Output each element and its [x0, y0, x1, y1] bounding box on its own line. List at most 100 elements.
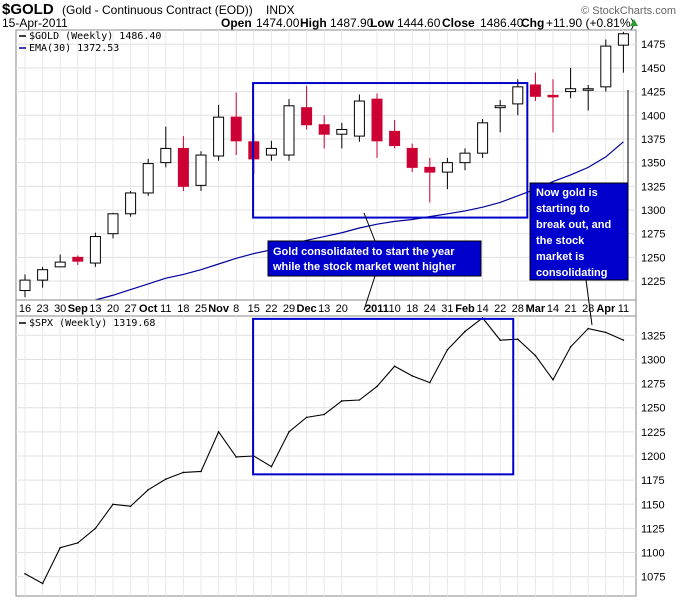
- candle-body: [72, 256, 84, 262]
- spx-point: [24, 572, 26, 575]
- annotation-pointer-gold: [363, 212, 376, 242]
- high-label: High: [300, 16, 327, 30]
- candle-body: [89, 236, 101, 264]
- candle-body: [459, 152, 471, 164]
- candle-body: [125, 192, 137, 215]
- spx-point: [235, 456, 237, 458]
- candle: [318, 115, 330, 149]
- spx-ytick-label: 1275: [641, 379, 665, 391]
- candle: [107, 212, 119, 239]
- annotation-breakout-line5: market is: [536, 251, 584, 263]
- x-tick-label: 24: [424, 303, 436, 315]
- spx-point: [605, 331, 607, 334]
- candle: [89, 232, 101, 267]
- candle-body: [512, 86, 524, 105]
- annotation-consolidation-line1: Gold consolidated to start the year: [273, 246, 455, 258]
- gold-ytick-label: 1475: [641, 39, 665, 51]
- annotation-pointer-spx: [363, 275, 376, 311]
- spx-ytick-label: 1175: [641, 475, 665, 487]
- annotation-box-breakout: [529, 182, 629, 281]
- x-tick-label: 8: [233, 303, 239, 315]
- annotation-breakout-line2: starting to: [536, 203, 590, 215]
- gold-ytick-label: 1300: [641, 205, 665, 217]
- spx-point: [429, 381, 431, 384]
- x-tick-label: 30: [54, 303, 66, 315]
- gold-ytick-label: 1350: [641, 158, 665, 170]
- gold-ytick-label: 1325: [641, 181, 665, 193]
- x-tick-label: Mar: [526, 303, 546, 315]
- low-label: Low: [370, 16, 395, 30]
- candle: [494, 100, 506, 133]
- candle: [160, 126, 172, 168]
- candle: [19, 274, 31, 298]
- open-value: 1474.00: [256, 16, 300, 30]
- x-tick-label: 22: [494, 303, 506, 315]
- candle: [142, 158, 154, 196]
- x-tick-label: 23: [36, 303, 48, 315]
- candle: [195, 151, 207, 192]
- x-tick-label: 21: [564, 303, 576, 315]
- x-tick-label: Oct: [139, 303, 158, 315]
- candle-body: [424, 166, 436, 173]
- candle: [600, 39, 612, 92]
- spx-point: [552, 378, 554, 381]
- x-tick-label: 16: [19, 303, 31, 315]
- gold-consolidation-box: [252, 82, 529, 219]
- x-tick-label: 31: [441, 303, 453, 315]
- spx-rally-box: [252, 317, 515, 476]
- x-tick-label: 20: [107, 303, 119, 315]
- gold-ytick-label: 1225: [641, 276, 665, 288]
- candle: [441, 157, 453, 190]
- spx-point: [446, 348, 449, 351]
- gold-ytick-label: 1425: [641, 87, 665, 99]
- close-value: 1486.40: [480, 16, 524, 30]
- spx-point: [200, 470, 202, 473]
- candle-body: [142, 163, 154, 194]
- candle-body: [318, 124, 330, 135]
- chg-label: Chg: [521, 16, 544, 30]
- candle-body: [195, 154, 207, 186]
- spx-ytick-label: 1250: [641, 403, 665, 415]
- x-tick-label: 13: [318, 303, 330, 315]
- candle-body: [617, 33, 629, 46]
- spx-point: [376, 385, 378, 388]
- spx-ytick-label: 1100: [641, 548, 665, 560]
- candle: [406, 143, 418, 173]
- candle: [283, 99, 295, 161]
- spx-ytick-label: 1075: [641, 572, 665, 584]
- x-tick-label: Sep: [68, 303, 88, 315]
- candle: [353, 94, 365, 142]
- x-tick-label: Feb: [455, 303, 475, 315]
- candle-body: [213, 116, 225, 157]
- candle: [565, 67, 577, 99]
- up-arrow-icon: [630, 19, 638, 26]
- candle: [424, 157, 436, 203]
- spx-point: [129, 505, 132, 508]
- candle: [512, 79, 524, 116]
- candle-body: [19, 279, 31, 292]
- spx-point: [464, 330, 466, 333]
- candle: [477, 119, 489, 158]
- spx-point: [534, 354, 537, 357]
- x-tick-label: 27: [124, 303, 136, 315]
- spx-point: [147, 488, 149, 491]
- chart-date: 15-Apr-2011: [2, 16, 68, 30]
- spx-point: [59, 546, 61, 549]
- candle-body: [177, 147, 189, 187]
- candle: [389, 120, 401, 149]
- gold-ytick-label: 1450: [641, 63, 665, 75]
- annotation-breakout-line3: break out, and: [536, 219, 611, 231]
- high-value: 1487.90: [330, 16, 374, 30]
- spx-point: [622, 339, 625, 341]
- spx-point: [341, 400, 343, 402]
- candle-body: [600, 45, 612, 88]
- x-tick-label: 22: [265, 303, 277, 315]
- candle: [265, 140, 277, 161]
- spx-ytick-label: 1125: [641, 523, 665, 535]
- brand-label: © StockCharts.com: [581, 5, 676, 17]
- candle-body: [389, 130, 401, 147]
- spx-ytick-label: 1225: [641, 427, 665, 439]
- candle: [336, 122, 348, 149]
- candle: [529, 72, 541, 102]
- spx-point: [41, 582, 44, 585]
